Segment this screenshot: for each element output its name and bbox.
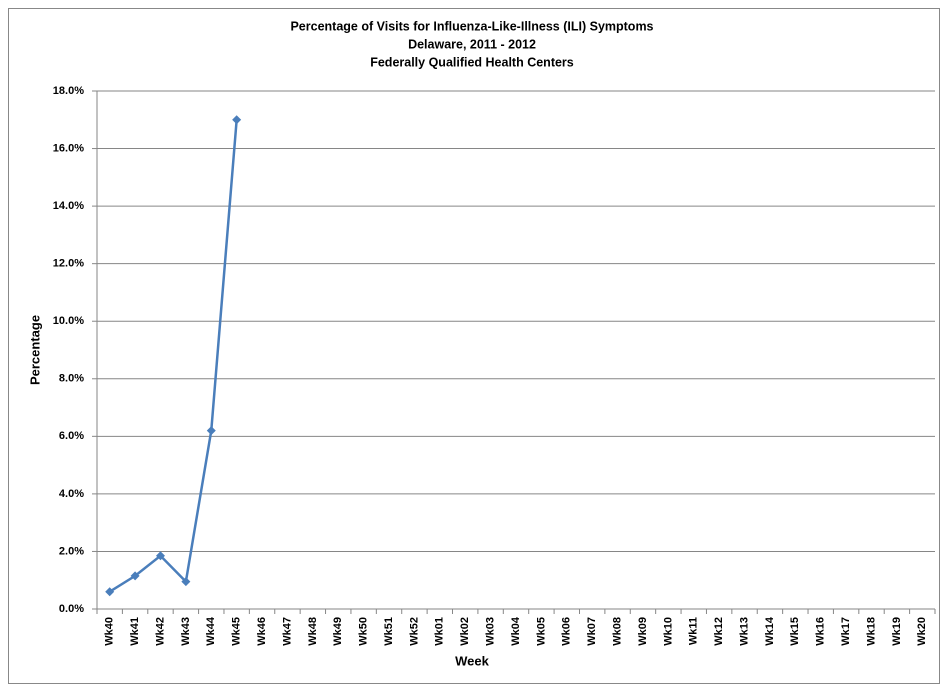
x-tick-label: Wk42 (154, 617, 166, 646)
data-point (206, 426, 216, 436)
x-axis-title: Week (455, 653, 489, 668)
y-tick-label: 4.0% (59, 488, 84, 500)
data-point (232, 115, 242, 125)
x-tick-label: Wk40 (104, 617, 116, 646)
x-tick-label: Wk44 (205, 616, 217, 646)
y-tick-label: 16.0% (53, 142, 84, 154)
chart-subtitle: Federally Qualified Health Centers (370, 55, 574, 69)
y-tick-label: 6.0% (59, 430, 84, 442)
x-tick-label: Wk03 (485, 617, 497, 646)
y-tick-label: 10.0% (53, 315, 84, 327)
data-point (155, 551, 165, 561)
data-point (105, 587, 115, 597)
x-tick-label: Wk51 (383, 617, 395, 646)
x-tick-label: Wk52 (408, 617, 420, 646)
x-tick-label: Wk04 (510, 616, 522, 646)
x-tick-label: Wk46 (256, 617, 268, 646)
y-tick-label: 0.0% (59, 603, 84, 615)
y-tick-label: 8.0% (59, 373, 84, 385)
x-tick-label: Wk43 (180, 617, 192, 646)
y-axis-title: Percentage (27, 315, 42, 385)
x-tick-label: Wk14 (764, 616, 776, 646)
chart-subtitle: Delaware, 2011 - 2012 (408, 37, 536, 51)
data-point (181, 577, 191, 587)
x-tick-label: Wk15 (789, 617, 801, 646)
chart-frame (8, 8, 940, 684)
x-tick-label: Wk10 (662, 617, 674, 646)
x-tick-label: Wk05 (535, 617, 547, 646)
x-tick-label: Wk50 (358, 617, 370, 646)
x-tick-label: Wk02 (459, 617, 471, 646)
x-tick-label: Wk06 (561, 617, 573, 646)
x-tick-label: Wk01 (434, 617, 446, 646)
y-tick-label: 12.0% (53, 258, 84, 270)
x-tick-label: Wk07 (586, 617, 598, 646)
x-tick-label: Wk08 (611, 617, 623, 646)
x-tick-label: Wk09 (637, 617, 649, 646)
x-tick-label: Wk48 (307, 617, 319, 646)
chart-title: Percentage of Visits for Influenza-Like-… (290, 19, 653, 33)
x-tick-label: Wk17 (840, 617, 852, 646)
data-point (130, 571, 140, 581)
x-tick-label: Wk20 (916, 617, 928, 646)
x-tick-label: Wk47 (281, 617, 293, 646)
y-tick-label: 2.0% (59, 545, 84, 557)
x-tick-label: Wk11 (688, 617, 700, 645)
x-tick-label: Wk49 (332, 617, 344, 646)
x-tick-label: Wk16 (815, 617, 827, 646)
x-tick-label: Wk18 (865, 617, 877, 646)
x-tick-label: Wk12 (713, 617, 725, 646)
x-tick-label: Wk13 (738, 617, 750, 646)
data-line (109, 119, 238, 593)
x-tick-label: Wk45 (231, 617, 243, 646)
y-tick-label: 18.0% (53, 85, 84, 97)
y-tick-label: 14.0% (53, 200, 84, 212)
x-tick-label: Wk19 (891, 617, 903, 646)
x-tick-label: Wk41 (129, 617, 141, 646)
